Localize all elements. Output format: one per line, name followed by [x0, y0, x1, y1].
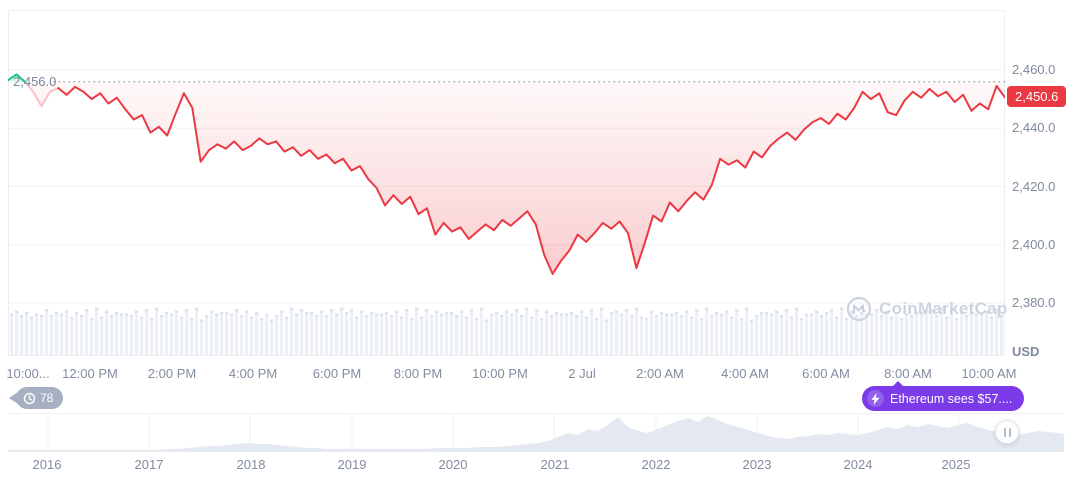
x-tick-label: 2:00 PM — [147, 366, 197, 381]
last-price-badge: 2,450.6 — [1007, 86, 1067, 108]
x-tick-label: 10:00... — [6, 366, 50, 381]
history-count: 78 — [40, 391, 54, 405]
y-tick-label: 2,380.0 — [1012, 295, 1056, 310]
history-count-badge[interactable]: 78 — [8, 387, 64, 409]
x-tick-label: 8:00 AM — [884, 366, 932, 381]
news-text: Ethereum sees $57.... — [890, 391, 1013, 406]
navigator-canvas — [8, 414, 1064, 451]
x-tick-label: 8:00 PM — [393, 366, 443, 381]
x-tick-label: 2 Jul — [568, 366, 596, 381]
year-label: 2022 — [641, 457, 671, 472]
y-tick-label: 2,400.0 — [1012, 236, 1056, 252]
price-line-green-start — [8, 73, 26, 83]
year-label: 2020 — [438, 457, 468, 472]
x-tick-label: 2:00 AM — [636, 366, 684, 381]
y-tick-label: 2,440.0 — [1012, 120, 1056, 136]
open-price-label: 2,456.0 — [13, 73, 57, 89]
navigator-area — [8, 416, 1064, 451]
x-tick-label: 4:00 PM — [228, 366, 278, 381]
year-label: 2025 — [941, 457, 971, 472]
lightning-bolt-icon — [867, 390, 884, 407]
x-tick-label: 4:00 AM — [721, 366, 769, 381]
x-tick-label: 6:00 AM — [802, 366, 850, 381]
y-tick-label: 2,420.0 — [1012, 178, 1056, 194]
year-label: 2021 — [540, 457, 570, 472]
green-area-fill — [8, 74, 25, 82]
x-tick-label: 10:00 AM — [961, 366, 1017, 381]
x-tick-label: 10:00 PM — [472, 366, 528, 381]
navigator-resize-handle[interactable] — [995, 420, 1019, 444]
price-line-faint — [23, 80, 60, 108]
watermark-text: CoinMarketCap — [879, 299, 1008, 318]
coinmarketcap-watermark: CoinMarketCap — [846, 296, 1008, 322]
x-tick-label: 12:00 PM — [62, 366, 118, 381]
currency-unit-label[interactable]: USD — [1012, 344, 1040, 359]
year-label: 2016 — [32, 457, 62, 472]
year-label: 2024 — [843, 457, 873, 472]
handle-grip-bar — [1003, 427, 1006, 437]
history-clock-icon — [23, 392, 36, 404]
y-tick-label: 2,460.0 — [1012, 62, 1056, 77]
timeline-navigator[interactable] — [8, 413, 1064, 452]
year-label: 2018 — [236, 457, 266, 472]
volume-bars — [10, 307, 1004, 355]
year-label: 2023 — [742, 457, 772, 472]
x-tick-label: 6:00 PM — [312, 366, 362, 381]
coinmarketcap-logo-icon — [846, 296, 872, 322]
price-chart-canvas[interactable] — [8, 10, 1005, 356]
year-label: 2017 — [134, 457, 164, 472]
price-area-fill — [24, 81, 1005, 274]
price-line — [57, 85, 1005, 275]
handle-grip-bar — [1008, 427, 1011, 437]
news-badge[interactable]: Ethereum sees $57.... — [862, 381, 1025, 411]
year-label: 2019 — [337, 457, 367, 472]
